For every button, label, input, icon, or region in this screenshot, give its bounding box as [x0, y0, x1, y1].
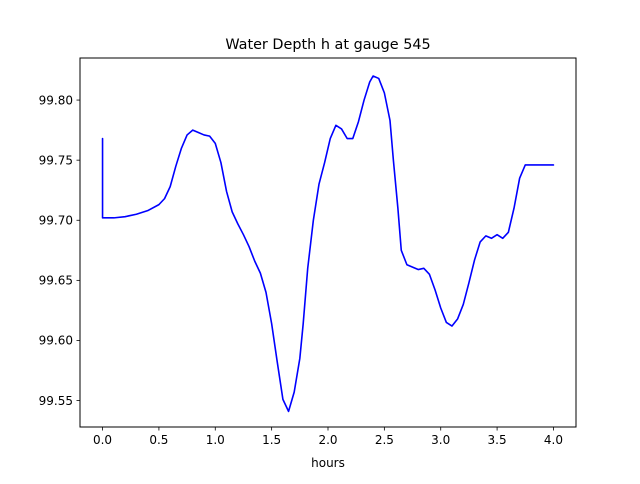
series-line — [101, 75, 555, 413]
y-tick-label: 99.70 — [39, 213, 73, 227]
x-tick-label: 0.0 — [93, 433, 112, 447]
y-axis: 99.55 99.60 99.65 99.70 99.75 99.80 — [39, 93, 80, 408]
y-tick-label: 99.55 — [39, 394, 73, 408]
x-axis-label: hours — [311, 456, 345, 470]
x-tick-label: 0.5 — [149, 433, 168, 447]
x-tick-label: 1.0 — [206, 433, 225, 447]
y-tick-label: 99.60 — [39, 334, 73, 348]
x-tick-label: 2.0 — [318, 433, 337, 447]
x-tick-label: 4.0 — [544, 433, 563, 447]
x-tick-label: 3.5 — [488, 433, 507, 447]
y-tick-label: 99.80 — [39, 93, 73, 107]
x-axis: 0.0 0.5 1.0 1.5 2.0 2.5 3.0 3.5 4.0 — [93, 427, 563, 447]
chart-title: Water Depth h at gauge 545 — [225, 37, 430, 53]
series-layer — [101, 75, 555, 413]
y-tick-label: 99.75 — [39, 153, 73, 167]
x-tick-label: 2.5 — [375, 433, 394, 447]
x-tick-label: 3.0 — [431, 433, 450, 447]
x-tick-label: 1.5 — [262, 433, 281, 447]
y-tick-label: 99.65 — [39, 274, 73, 288]
